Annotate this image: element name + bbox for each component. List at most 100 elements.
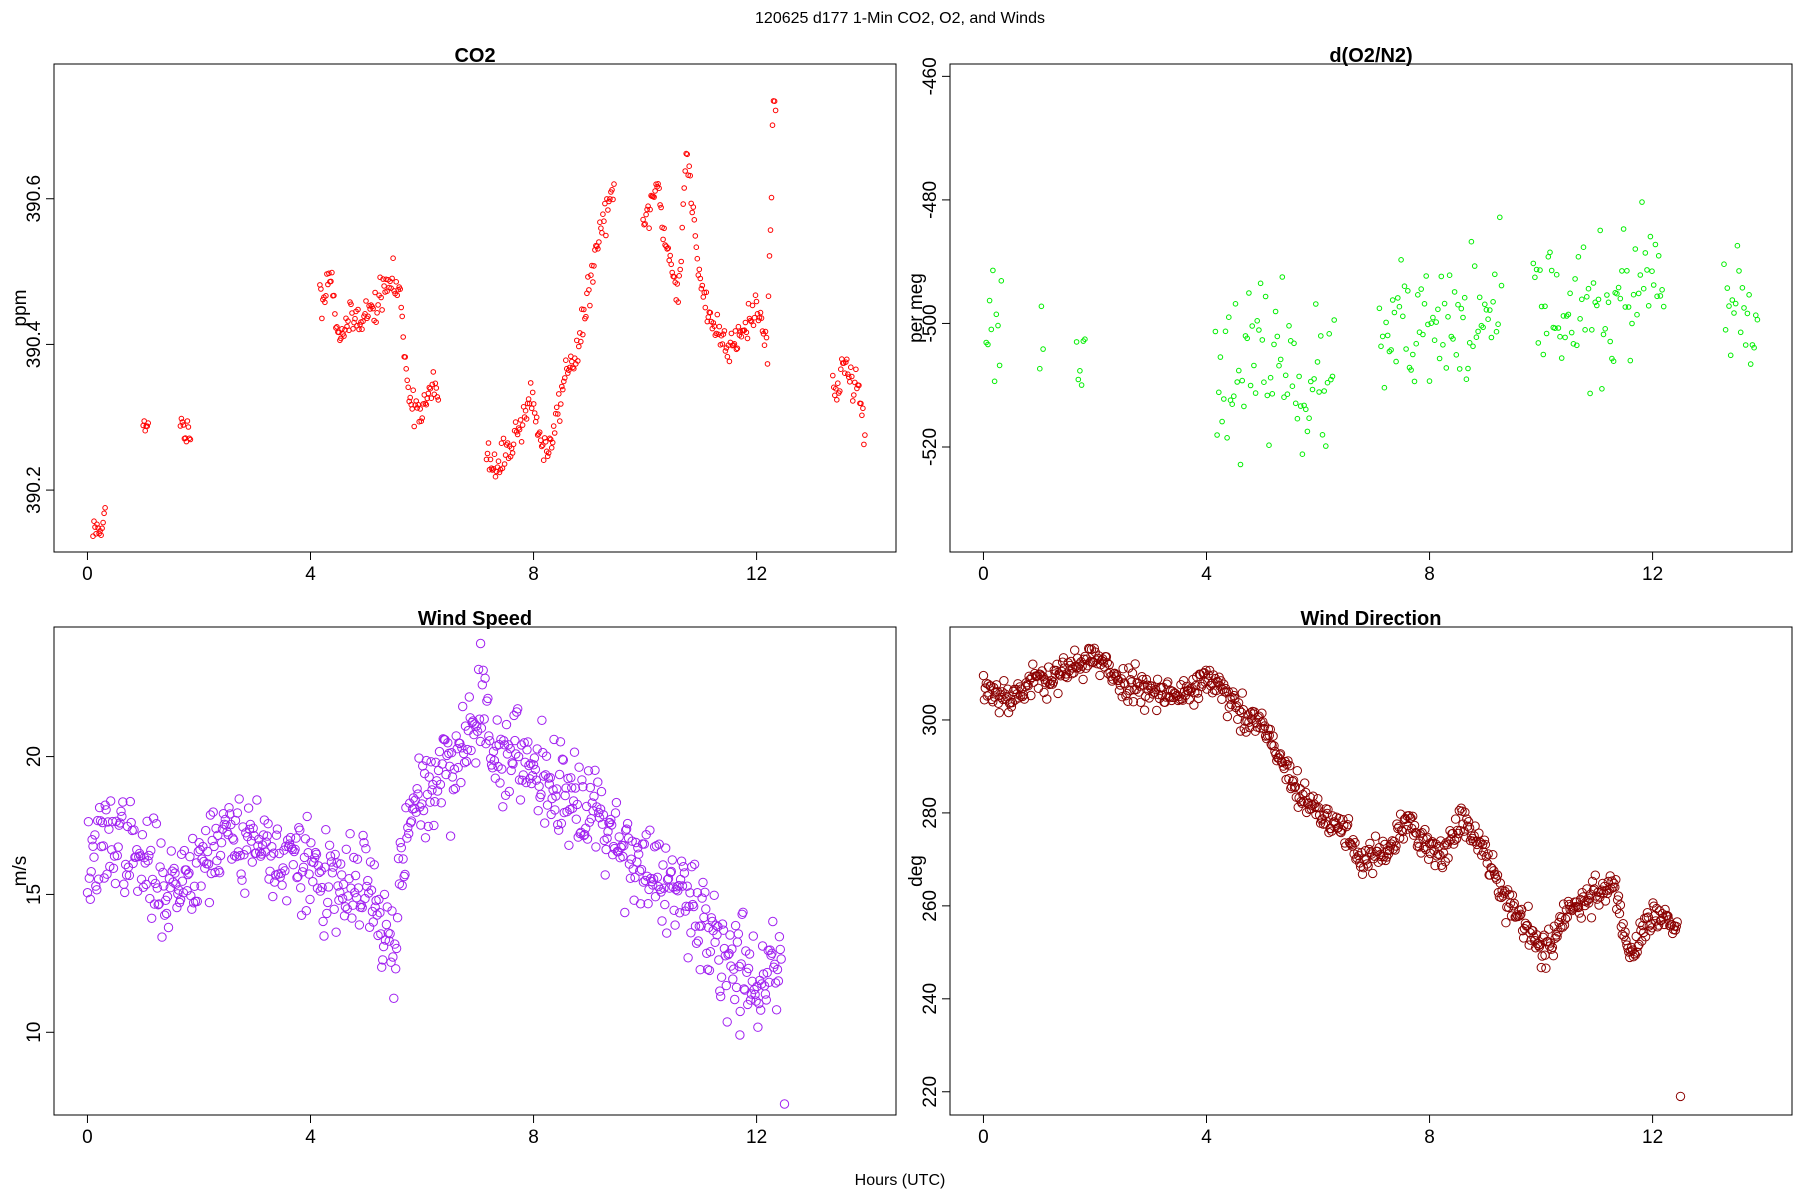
data-point <box>1405 288 1411 294</box>
data-point <box>204 897 215 908</box>
data-point <box>1267 374 1274 381</box>
data-point <box>537 715 547 725</box>
data-point <box>556 818 567 829</box>
data-point <box>682 881 692 891</box>
data-point <box>1536 962 1547 973</box>
data-point <box>1630 950 1641 960</box>
data-point <box>207 835 217 846</box>
data-point <box>1289 782 1300 793</box>
data-point <box>669 905 679 915</box>
data-point <box>986 297 993 304</box>
data-point <box>689 209 696 216</box>
data-point <box>661 843 671 853</box>
data-point <box>158 867 168 878</box>
data-point <box>1138 674 1148 685</box>
data-point <box>430 369 437 375</box>
data-point <box>348 301 354 308</box>
data-point <box>93 531 99 537</box>
data-point <box>278 863 288 873</box>
data-point <box>744 335 751 342</box>
data-point <box>1236 707 1247 718</box>
data-point <box>614 832 624 842</box>
data-point <box>753 298 760 305</box>
data-point <box>440 735 450 745</box>
data-point <box>1234 379 1240 385</box>
data-point <box>161 908 172 919</box>
data-point <box>1471 263 1478 269</box>
data-point <box>1438 273 1445 280</box>
data-point <box>1567 290 1573 297</box>
y-tick-label: 300 <box>920 704 941 736</box>
data-point <box>418 805 429 816</box>
data-point <box>291 833 301 843</box>
data-point <box>205 810 216 820</box>
data-point <box>492 473 499 480</box>
data-point <box>321 825 331 835</box>
data-point <box>177 876 188 886</box>
data-point <box>596 239 602 245</box>
data-point <box>691 217 698 223</box>
data-point <box>730 920 741 931</box>
data-point <box>89 852 99 862</box>
data-point <box>1483 849 1493 859</box>
data-point <box>1161 692 1171 702</box>
data-point <box>556 391 562 397</box>
data-point <box>1594 302 1600 309</box>
data-point <box>377 962 387 972</box>
data-point <box>1615 900 1626 910</box>
data-point <box>458 701 468 712</box>
data-point <box>335 887 345 898</box>
data-point <box>1294 415 1301 422</box>
data-point <box>1587 390 1593 397</box>
data-point <box>607 196 613 202</box>
data-point <box>373 930 383 941</box>
data-point <box>1449 839 1459 849</box>
data-point <box>710 320 717 326</box>
data-point <box>1303 406 1309 413</box>
data-point <box>1418 286 1424 292</box>
data-point <box>1586 913 1597 923</box>
data-point <box>93 815 103 826</box>
data-point <box>515 795 526 805</box>
data-point <box>1003 707 1014 718</box>
data-point <box>1557 333 1563 340</box>
data-point <box>756 315 763 321</box>
data-point <box>1271 341 1277 348</box>
data-point <box>484 731 494 741</box>
data-point <box>240 888 250 898</box>
data-point <box>421 755 432 766</box>
data-point <box>1269 741 1279 751</box>
data-point <box>1391 841 1401 851</box>
data-point <box>363 298 369 304</box>
data-point <box>381 283 387 289</box>
data-point <box>724 353 731 360</box>
data-point <box>1292 766 1303 776</box>
data-point <box>119 879 129 889</box>
data-point <box>1585 285 1592 292</box>
data-point <box>1553 927 1563 937</box>
data-point <box>1135 681 1145 691</box>
data-point <box>558 755 568 765</box>
data-point <box>393 279 400 285</box>
data-point <box>843 359 849 366</box>
data-point <box>381 919 392 930</box>
data-point <box>1463 376 1470 383</box>
x-tick-label: 0 <box>82 564 93 585</box>
data-point <box>673 886 683 896</box>
data-point <box>1574 908 1585 918</box>
data-point <box>168 877 178 887</box>
data-point <box>1401 283 1408 290</box>
data-point <box>1416 848 1426 858</box>
data-point <box>115 818 125 828</box>
data-point <box>658 860 668 870</box>
data-point <box>731 982 742 993</box>
data-point <box>1660 303 1667 310</box>
data-point <box>752 292 759 299</box>
data-point <box>152 883 163 893</box>
data-point <box>1622 304 1629 310</box>
data-point <box>393 853 404 864</box>
data-point <box>510 735 520 746</box>
data-point <box>249 831 259 841</box>
data-point <box>1040 346 1046 352</box>
data-point <box>862 432 868 438</box>
